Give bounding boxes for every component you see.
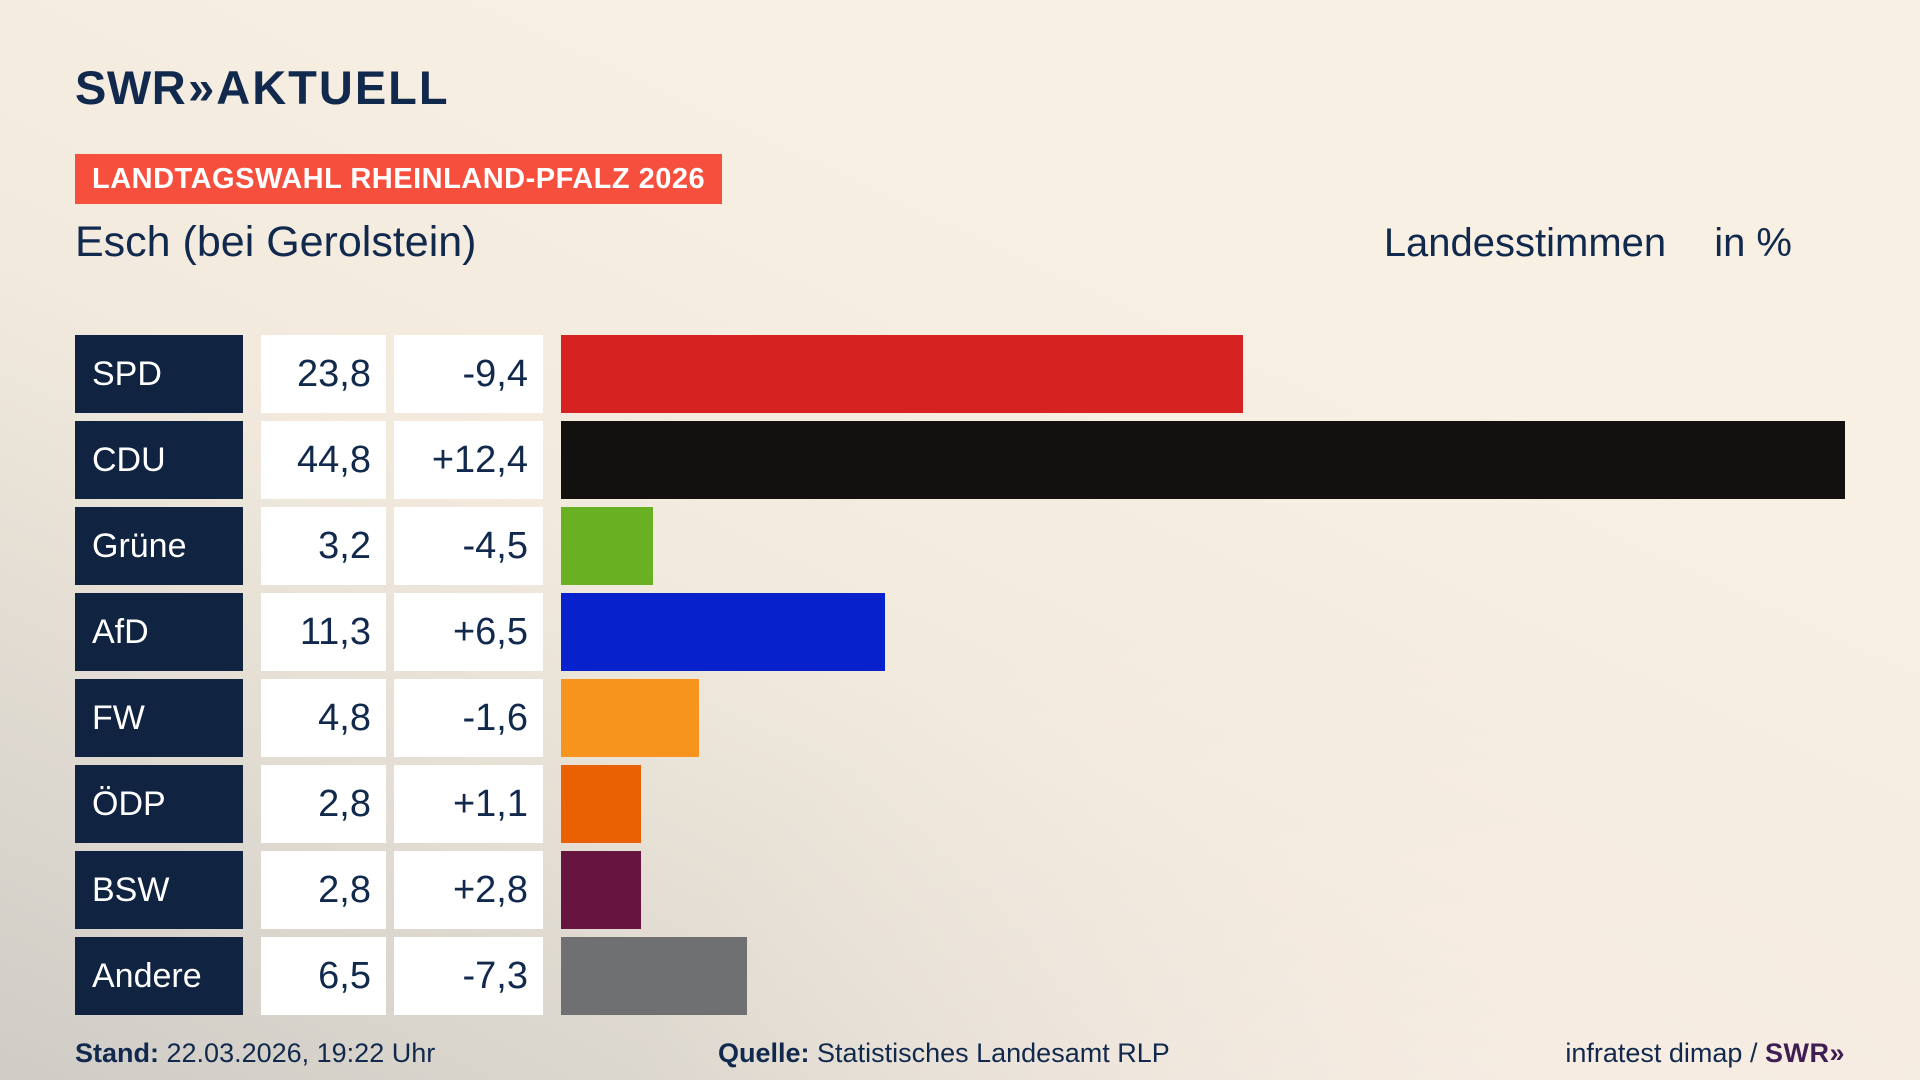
result-bar <box>561 593 885 671</box>
bar-track <box>561 937 1845 1015</box>
bar-track <box>561 679 1845 757</box>
unit-text: in % <box>1714 221 1792 265</box>
bar-track <box>561 765 1845 843</box>
party-row: SPD 23,8 -9,4 <box>75 335 1845 413</box>
result-bar <box>561 937 748 1015</box>
party-value: 44,8 <box>261 421 386 499</box>
vote-type-label: Landesstimmen in % <box>1384 221 1792 266</box>
party-name: ÖDP <box>75 765 243 843</box>
source-note: Quelle: Statistisches Landesamt RLP <box>718 1038 1170 1069</box>
bar-track <box>561 335 1845 413</box>
attribution-text: infratest dimap <box>1565 1038 1743 1068</box>
page-title: Esch (bei Gerolstein) <box>75 218 477 266</box>
bar-track <box>561 507 1845 585</box>
quelle-value: Statistisches Landesamt RLP <box>817 1038 1170 1068</box>
party-value: 2,8 <box>261 851 386 929</box>
party-name: Grüne <box>75 507 243 585</box>
party-change: -7,3 <box>394 937 543 1015</box>
party-change: +12,4 <box>394 421 543 499</box>
aktuell-logo-text: AKTUELL <box>216 61 450 114</box>
double-chevron-icon: » <box>188 61 214 114</box>
party-row: BSW 2,8 +2,8 <box>75 851 1845 929</box>
result-bar <box>561 507 653 585</box>
result-bar <box>561 679 699 757</box>
party-name: SPD <box>75 335 243 413</box>
result-bar <box>561 421 1845 499</box>
party-row: Andere 6,5 -7,3 <box>75 937 1845 1015</box>
party-change: +6,5 <box>394 593 543 671</box>
party-change: -9,4 <box>394 335 543 413</box>
bar-chart: SPD 23,8 -9,4 CDU 44,8 +12,4 Grüne 3,2 -… <box>75 335 1845 1023</box>
party-row: FW 4,8 -1,6 <box>75 679 1845 757</box>
party-name: FW <box>75 679 243 757</box>
party-name: AfD <box>75 593 243 671</box>
swr-logo-text: SWR <box>75 61 187 114</box>
attribution-separator: / <box>1749 1038 1758 1068</box>
result-bar <box>561 335 1244 413</box>
stand-label: Stand: <box>75 1038 159 1068</box>
party-row: CDU 44,8 +12,4 <box>75 421 1845 499</box>
party-value: 3,2 <box>261 507 386 585</box>
title-row: Esch (bei Gerolstein) Landesstimmen in % <box>75 218 1792 267</box>
party-change: +1,1 <box>394 765 543 843</box>
party-value: 4,8 <box>261 679 386 757</box>
swr-footer-logo: SWR» <box>1764 1038 1845 1068</box>
election-badge: LANDTAGSWAHL RHEINLAND-PFALZ 2026 <box>75 154 723 204</box>
party-row: ÖDP 2,8 +1,1 <box>75 765 1845 843</box>
party-value: 23,8 <box>261 335 386 413</box>
attribution: infratest dimap / SWR» <box>1565 1038 1845 1069</box>
chart-rows: SPD 23,8 -9,4 CDU 44,8 +12,4 Grüne 3,2 -… <box>75 335 1845 1015</box>
party-value: 11,3 <box>261 593 386 671</box>
party-change: -4,5 <box>394 507 543 585</box>
bar-track <box>561 851 1845 929</box>
result-bar <box>561 851 642 929</box>
party-name: Andere <box>75 937 243 1015</box>
party-name: CDU <box>75 421 243 499</box>
party-change: +2,8 <box>394 851 543 929</box>
party-row: AfD 11,3 +6,5 <box>75 593 1845 671</box>
footer: Stand: 22.03.2026, 19:22 Uhr Quelle: Sta… <box>75 1038 1845 1074</box>
stand-value: 22.03.2026, 19:22 Uhr <box>166 1038 436 1068</box>
party-value: 2,8 <box>261 765 386 843</box>
party-change: -1,6 <box>394 679 543 757</box>
party-value: 6,5 <box>261 937 386 1015</box>
vote-type-text: Landesstimmen <box>1383 221 1667 265</box>
bar-track <box>561 421 1845 499</box>
result-bar <box>561 765 642 843</box>
swr-aktuell-logo: SWR» AKTUELL <box>75 60 450 115</box>
quelle-label: Quelle: <box>718 1038 810 1068</box>
party-row: Grüne 3,2 -4,5 <box>75 507 1845 585</box>
party-name: BSW <box>75 851 243 929</box>
bar-track <box>561 593 1845 671</box>
status-timestamp: Stand: 22.03.2026, 19:22 Uhr <box>75 1038 435 1069</box>
